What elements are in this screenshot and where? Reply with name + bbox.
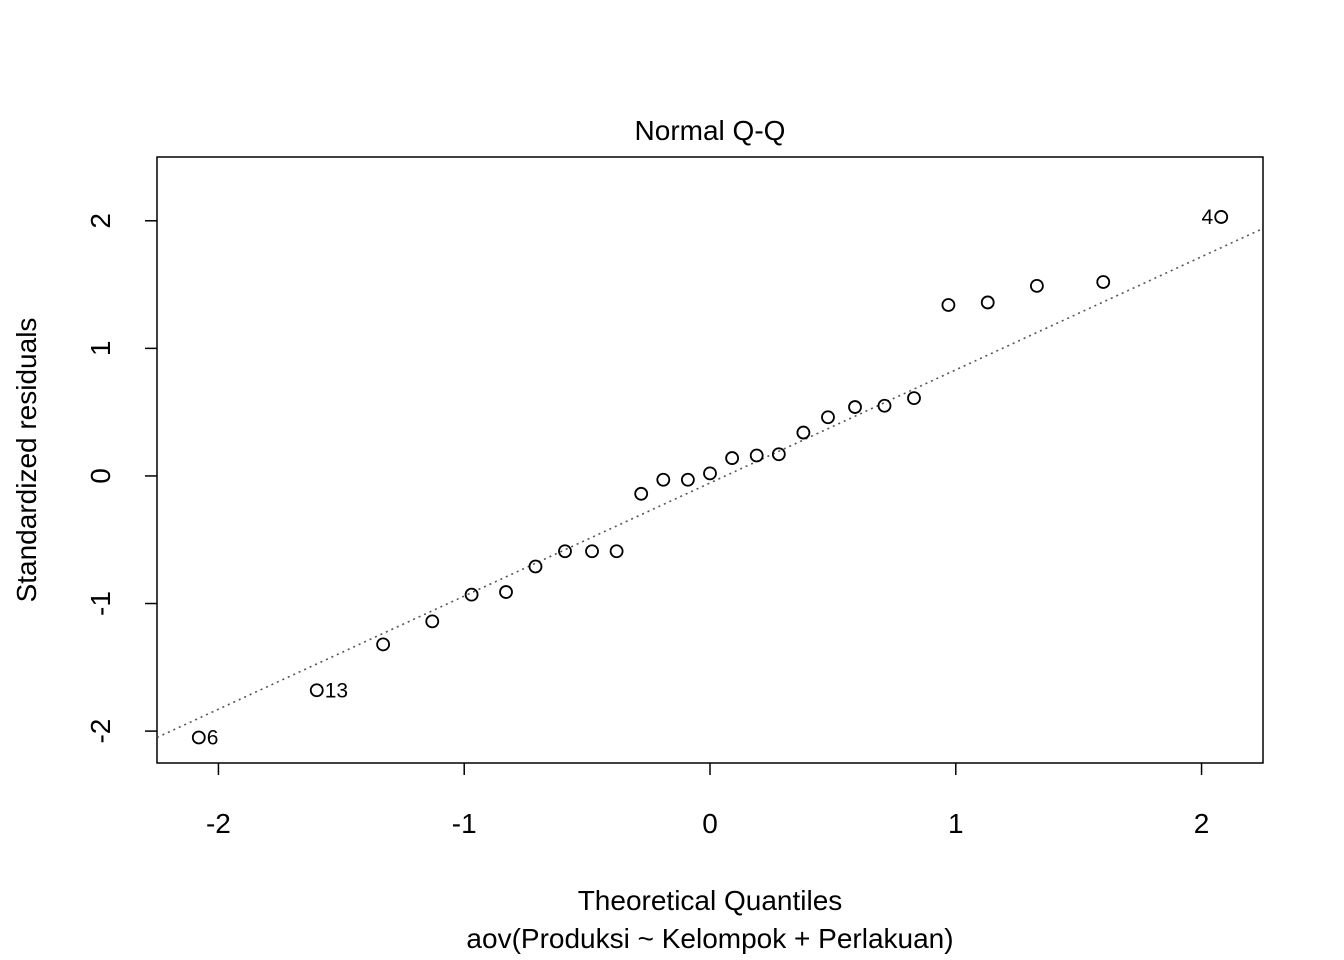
data-point (609, 544, 624, 559)
data-point (703, 466, 717, 481)
chart-title: Normal Q-Q (635, 115, 786, 146)
data-point (656, 472, 671, 487)
data-point (191, 730, 206, 745)
data-point (558, 544, 572, 559)
data-point (821, 410, 835, 425)
data-point (1214, 210, 1229, 224)
data-point (425, 614, 440, 629)
y-tick-label: -2 (85, 719, 116, 744)
data-point (376, 637, 391, 652)
x-axis-subtitle: aov(Produksi ~ Kelompok + Perlakuan) (466, 923, 953, 954)
reference-line (156, 227, 1264, 739)
data-point (771, 447, 786, 462)
x-tick-label: -2 (206, 808, 231, 839)
point-label: 4 (1202, 206, 1214, 229)
x-axis-label: Theoretical Quantiles (578, 885, 843, 916)
data-point (877, 398, 892, 413)
data-point (796, 425, 811, 440)
data-point (528, 559, 543, 574)
data-point (464, 587, 479, 602)
y-tick-label: -1 (85, 591, 116, 616)
plot-frame (156, 156, 1264, 764)
data-point (1096, 275, 1111, 289)
data-point (907, 391, 921, 406)
x-tick-label: -1 (452, 808, 477, 839)
x-tick-label: 1 (948, 808, 964, 839)
y-axis-label: Standardized residuals (11, 318, 42, 603)
data-point (309, 683, 324, 698)
data-point (634, 486, 649, 501)
data-point (680, 472, 695, 487)
point-label: 6 (207, 726, 219, 749)
data-point (499, 585, 513, 599)
point-labels: 6 13 4 (207, 206, 1214, 750)
data-points (191, 210, 1229, 745)
y-tick-label: 2 (85, 213, 116, 229)
data-point (749, 448, 764, 463)
x-axis: -2 -1 0 1 2 (206, 763, 1209, 839)
data-point (585, 544, 599, 559)
y-axis: -2 -1 0 1 2 (85, 213, 157, 744)
y-tick-label: 0 (85, 468, 116, 484)
data-point (725, 451, 740, 465)
point-label: 13 (325, 679, 348, 702)
data-point (848, 400, 862, 414)
x-tick-label: 0 (702, 808, 718, 839)
data-point (980, 295, 995, 310)
data-point (1029, 278, 1044, 293)
y-tick-label: 1 (85, 341, 116, 357)
data-point (941, 298, 956, 312)
x-tick-label: 2 (1194, 808, 1210, 839)
